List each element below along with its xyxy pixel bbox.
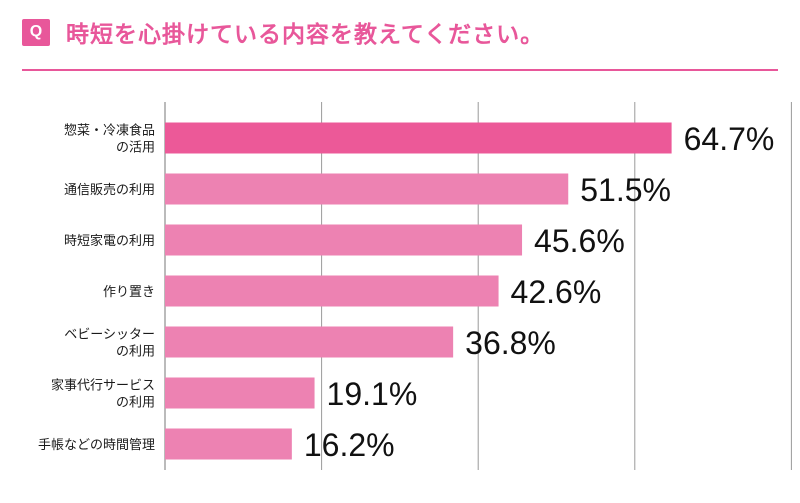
question-badge: Q <box>22 18 50 46</box>
category-label: 手帳などの時間管理 <box>38 438 155 453</box>
value-label: 36.8% <box>465 325 556 361</box>
value-label: 42.6% <box>511 274 602 310</box>
category-label: 時短家電の利用 <box>64 233 155 249</box>
page-title: 時短を心掛けている内容を教えてください。 <box>66 22 545 48</box>
category-label: 作り置き <box>103 285 155 300</box>
bar <box>165 224 523 256</box>
bar <box>165 326 454 358</box>
category-label: 惣菜・冷凍食品の活用 <box>64 123 155 156</box>
category-label: 通信販売の利用 <box>64 182 155 198</box>
title-divider <box>22 69 778 71</box>
bar <box>165 377 315 409</box>
category-label: ベビーシッターの利用 <box>64 328 155 360</box>
value-label: 51.5% <box>580 172 671 208</box>
bar <box>165 173 569 205</box>
bar <box>165 275 499 307</box>
category-label: 家事代行サービスの利用 <box>51 378 155 411</box>
header: Q 時短を心掛けている内容を教えてください。 <box>22 14 544 50</box>
value-label: 64.7% <box>684 121 775 157</box>
value-label: 45.6% <box>534 223 625 259</box>
value-label: 16.2% <box>304 427 395 463</box>
bar <box>165 428 292 460</box>
bar <box>165 122 672 154</box>
value-label: 19.1% <box>327 376 418 412</box>
